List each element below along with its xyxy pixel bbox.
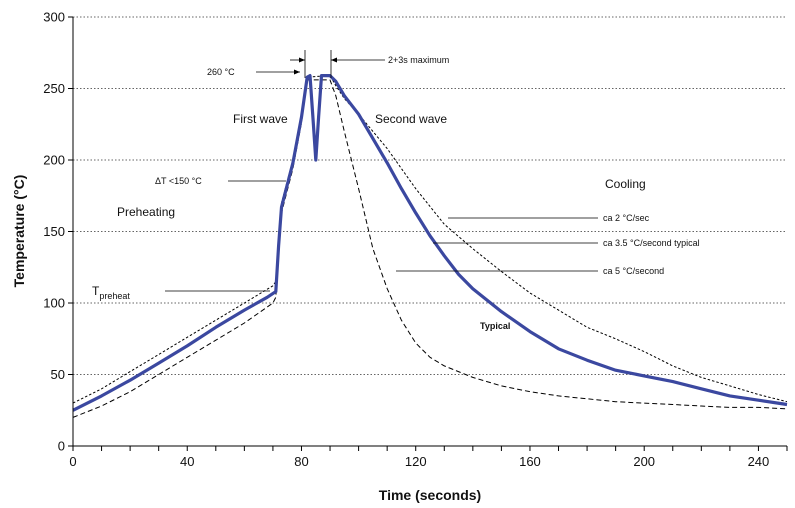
first-wave-label: First wave bbox=[233, 112, 288, 126]
x-tick-label: 120 bbox=[405, 454, 427, 469]
rate-typical-label: ca 3.5 °C/second typical bbox=[603, 238, 700, 248]
t-preheat-label: Tpreheat bbox=[92, 284, 130, 301]
y-tick-label: 250 bbox=[43, 81, 65, 96]
x-tick-label: 240 bbox=[748, 454, 770, 469]
y-tick-label: 300 bbox=[43, 10, 65, 25]
series-group bbox=[72, 74, 788, 418]
y-tick-label: 50 bbox=[51, 367, 65, 382]
gridlines bbox=[73, 16, 787, 375]
delta-t-label: ΔT <150 °C bbox=[155, 176, 202, 186]
x-tick-label: 0 bbox=[69, 454, 76, 469]
x-tick-label: 200 bbox=[633, 454, 655, 469]
peak-arrowhead bbox=[294, 69, 300, 75]
y-tick-label: 150 bbox=[43, 224, 65, 239]
y-tick-label: 100 bbox=[43, 296, 65, 311]
rate-upper-label: ca 2 °C/sec bbox=[603, 213, 650, 223]
series-upper-limit-line bbox=[72, 75, 788, 404]
series-typical-line bbox=[72, 74, 788, 412]
x-tick-label: 160 bbox=[519, 454, 541, 469]
x-tick-label: 80 bbox=[294, 454, 308, 469]
second-wave-label: Second wave bbox=[375, 112, 447, 126]
y-tick-label: 200 bbox=[43, 153, 65, 168]
y-axis-title: Temperature (°C) bbox=[11, 175, 27, 288]
t-preheat-subscript: preheat bbox=[99, 291, 130, 301]
cooling-label: Cooling bbox=[605, 177, 646, 191]
axis-ticks: 0 50 100 150 200 250 300 0 40 80 120 160 200 240 bbox=[43, 10, 788, 469]
y-tick-label: 0 bbox=[58, 439, 65, 454]
peak-temp-label: 260 °C bbox=[207, 67, 235, 77]
x-axis-title: Time (seconds) bbox=[379, 487, 481, 503]
preheating-label: Preheating bbox=[117, 205, 175, 219]
series-lower-limit-line bbox=[72, 79, 788, 418]
typical-label: Typical bbox=[480, 321, 510, 331]
dwell-arrowhead-right bbox=[331, 57, 337, 63]
dwell-arrowhead-left bbox=[299, 57, 305, 63]
rate-lower-label: ca 5 °C/second bbox=[603, 266, 664, 276]
t-preheat-main: T bbox=[92, 284, 100, 298]
annotations: 260 °C 2+3s maximum First wave Second wa… bbox=[92, 50, 700, 331]
x-tick-label: 40 bbox=[180, 454, 194, 469]
dwell-label: 2+3s maximum bbox=[388, 55, 449, 65]
